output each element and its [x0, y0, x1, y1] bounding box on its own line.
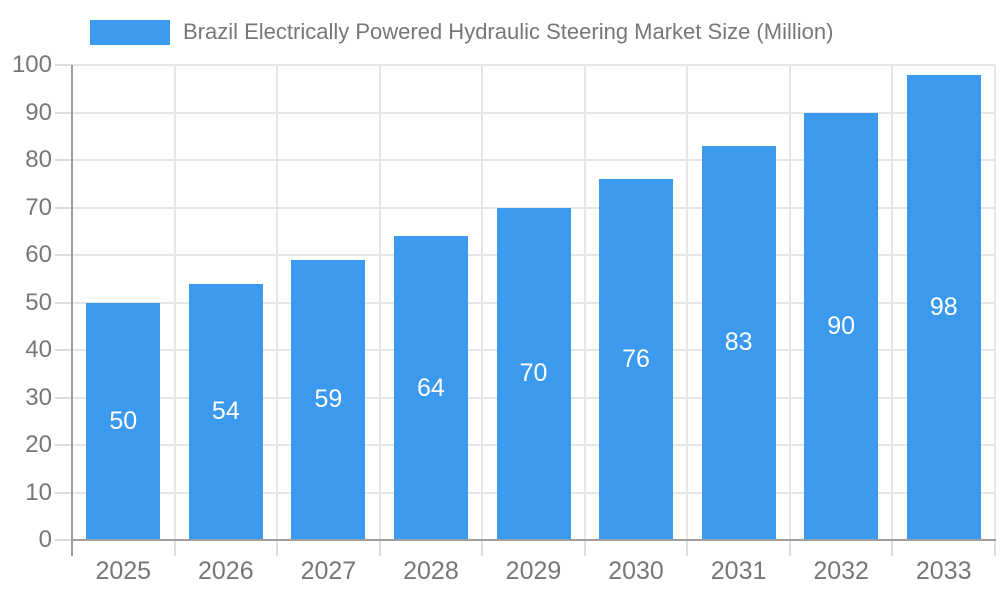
x-tick-mark — [891, 540, 894, 556]
x-tick-mark — [994, 540, 996, 556]
x-tick-mark — [583, 540, 586, 556]
v-gridline — [788, 65, 791, 540]
bar-2025: 50 — [86, 302, 161, 540]
chart-legend[interactable]: Brazil Electrically Powered Hydraulic St… — [90, 19, 833, 45]
x-axis-tick-label: 2025 — [95, 557, 152, 585]
x-axis-tick-label: 2026 — [198, 557, 254, 585]
bar-2033: 98 — [906, 74, 981, 540]
y-tick-mark — [55, 159, 72, 161]
bar-value-label: 83 — [724, 328, 753, 357]
y-axis-tick-label: 30 — [25, 383, 52, 411]
v-gridline — [583, 65, 586, 540]
x-axis-line — [71, 539, 996, 541]
x-axis-tick-label: 2028 — [403, 557, 459, 585]
v-gridline — [481, 65, 484, 540]
v-gridline — [891, 65, 894, 540]
x-tick-mark — [788, 540, 791, 556]
x-axis-tick-label: 2029 — [505, 557, 562, 585]
x-axis-tick-label: 2031 — [710, 557, 767, 585]
y-tick-mark — [55, 111, 72, 114]
bar-2027: 59 — [291, 259, 366, 540]
x-tick-mark — [378, 540, 381, 556]
y-axis-tick-label: 80 — [25, 146, 52, 173]
v-gridline — [994, 65, 996, 540]
y-tick-mark — [55, 539, 72, 541]
legend-label: Brazil Electrically Powered Hydraulic St… — [183, 19, 834, 44]
bar-value-label: 70 — [519, 359, 548, 388]
y-axis-tick-label: 90 — [25, 98, 52, 126]
x-axis-tick-label: 2033 — [915, 557, 972, 585]
y-tick-mark — [55, 206, 72, 209]
y-tick-mark — [55, 64, 72, 66]
y-axis-tick-label: 0 — [38, 526, 52, 553]
bar-value-label: 54 — [211, 397, 240, 426]
y-axis-line — [71, 65, 73, 556]
y-axis-tick-label: 50 — [25, 288, 52, 316]
bar-value-label: 76 — [622, 345, 650, 373]
bar-value-label: 98 — [929, 292, 958, 321]
v-gridline — [378, 65, 381, 540]
y-axis-tick-label: 10 — [25, 478, 52, 506]
y-tick-mark — [55, 491, 72, 494]
y-tick-mark — [55, 301, 72, 304]
h-gridline — [72, 64, 995, 66]
x-axis-tick-label: 2030 — [608, 557, 664, 585]
x-axis-tick-label: 2027 — [300, 557, 357, 585]
y-axis-tick-label: 40 — [25, 336, 52, 363]
y-tick-mark — [55, 349, 72, 351]
bar-2028: 64 — [393, 236, 468, 540]
y-axis-tick-label: 100 — [11, 51, 52, 78]
y-axis-tick-label: 60 — [25, 241, 52, 268]
y-tick-mark — [55, 396, 72, 399]
x-axis-tick-label: 2032 — [813, 557, 869, 585]
y-tick-mark — [55, 444, 72, 446]
x-tick-mark — [686, 540, 689, 556]
bar-value-label: 64 — [417, 373, 445, 402]
bar-2031: 83 — [701, 145, 776, 540]
y-axis-tick-label: 20 — [25, 431, 52, 458]
bar-value-label: 59 — [314, 385, 343, 414]
v-gridline — [686, 65, 689, 540]
v-gridline — [276, 65, 279, 540]
x-tick-mark — [481, 540, 484, 556]
bar-2029: 70 — [496, 207, 571, 540]
x-tick-mark — [276, 540, 279, 556]
y-axis-tick-label: 70 — [25, 193, 52, 221]
h-gridline — [72, 159, 995, 161]
x-tick-mark — [173, 540, 176, 556]
legend-swatch — [90, 19, 170, 45]
bar-value-label: 90 — [827, 311, 856, 340]
bar-2032: 90 — [804, 112, 879, 540]
bar-2026: 54 — [188, 283, 263, 540]
bar-value-label: 50 — [109, 406, 138, 435]
h-gridline — [72, 111, 995, 114]
bar-2030: 76 — [599, 179, 674, 540]
v-gridline — [173, 65, 176, 540]
y-tick-mark — [55, 254, 72, 256]
